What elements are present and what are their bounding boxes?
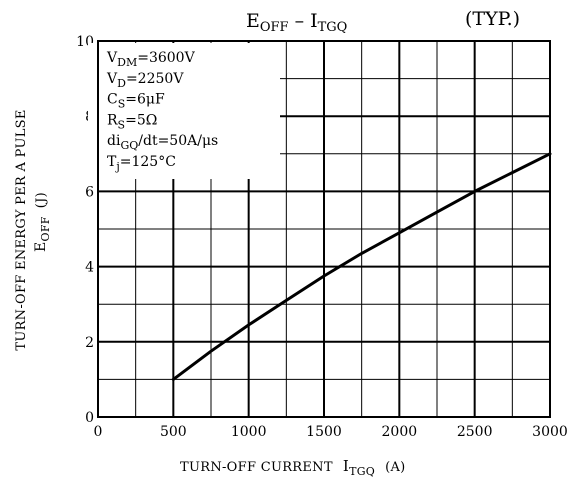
- chart-title-note: (TYP.): [465, 8, 520, 30]
- conditions-box: [88, 43, 280, 179]
- x-tick-label: 1500: [306, 424, 342, 440]
- x-tick-label: 3000: [532, 424, 568, 440]
- x-tick-label: 2000: [382, 424, 418, 440]
- condition-line: CS=6μF: [107, 92, 165, 111]
- y-tick-label: 6: [85, 184, 94, 200]
- y-tick-label: 2: [85, 335, 94, 351]
- condition-line: VD=2250V: [106, 71, 184, 90]
- y-axis-label-symbol: EOFF(J): [33, 192, 52, 252]
- x-tick-label: 1000: [231, 424, 267, 440]
- condition-line: RS=5Ω: [107, 112, 157, 131]
- y-tick-label: 0: [85, 410, 94, 426]
- y-tick-label: 4: [85, 260, 94, 276]
- condition-line: diGQ/dt=50A/μs: [107, 133, 218, 152]
- x-tick-label: 0: [94, 424, 103, 440]
- x-axis-label: TURN-OFF CURRENT ITGQ (A): [180, 457, 406, 478]
- condition-line: Tj=125°C: [107, 154, 176, 173]
- x-tick-label: 2500: [457, 424, 493, 440]
- x-axis-ticks: 0 500 1000 1500 2000 2500 3000: [94, 424, 568, 440]
- plot-frame: [97, 40, 551, 418]
- chart-title: EOFF – ITGQ: [246, 10, 347, 35]
- condition-line: VDM=3600V: [106, 50, 196, 69]
- series-line: [171, 152, 552, 381]
- y-axis-label: TURN-OFF ENERGY PER A PULSE: [14, 109, 29, 350]
- x-tick-label: 500: [160, 424, 187, 440]
